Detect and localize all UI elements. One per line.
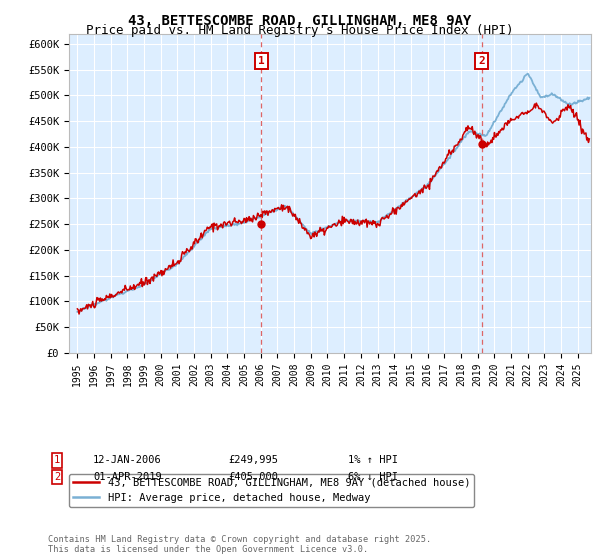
Text: Contains HM Land Registry data © Crown copyright and database right 2025.
This d: Contains HM Land Registry data © Crown c… [48,535,431,554]
Text: 01-APR-2019: 01-APR-2019 [93,472,162,482]
Text: £249,995: £249,995 [228,455,278,465]
Text: Price paid vs. HM Land Registry's House Price Index (HPI): Price paid vs. HM Land Registry's House … [86,24,514,37]
Text: £405,000: £405,000 [228,472,278,482]
Legend: 43, BETTESCOMBE ROAD, GILLINGHAM, ME8 9AY (detached house), HPI: Average price, : 43, BETTESCOMBE ROAD, GILLINGHAM, ME8 9A… [69,474,474,507]
Text: 1: 1 [54,455,60,465]
Text: 12-JAN-2006: 12-JAN-2006 [93,455,162,465]
Text: 2: 2 [478,56,485,66]
Text: 43, BETTESCOMBE ROAD, GILLINGHAM, ME8 9AY: 43, BETTESCOMBE ROAD, GILLINGHAM, ME8 9A… [128,14,472,28]
Text: 6% ↓ HPI: 6% ↓ HPI [348,472,398,482]
Text: 1% ↑ HPI: 1% ↑ HPI [348,455,398,465]
Text: 1: 1 [258,56,265,66]
Text: 2: 2 [54,472,60,482]
